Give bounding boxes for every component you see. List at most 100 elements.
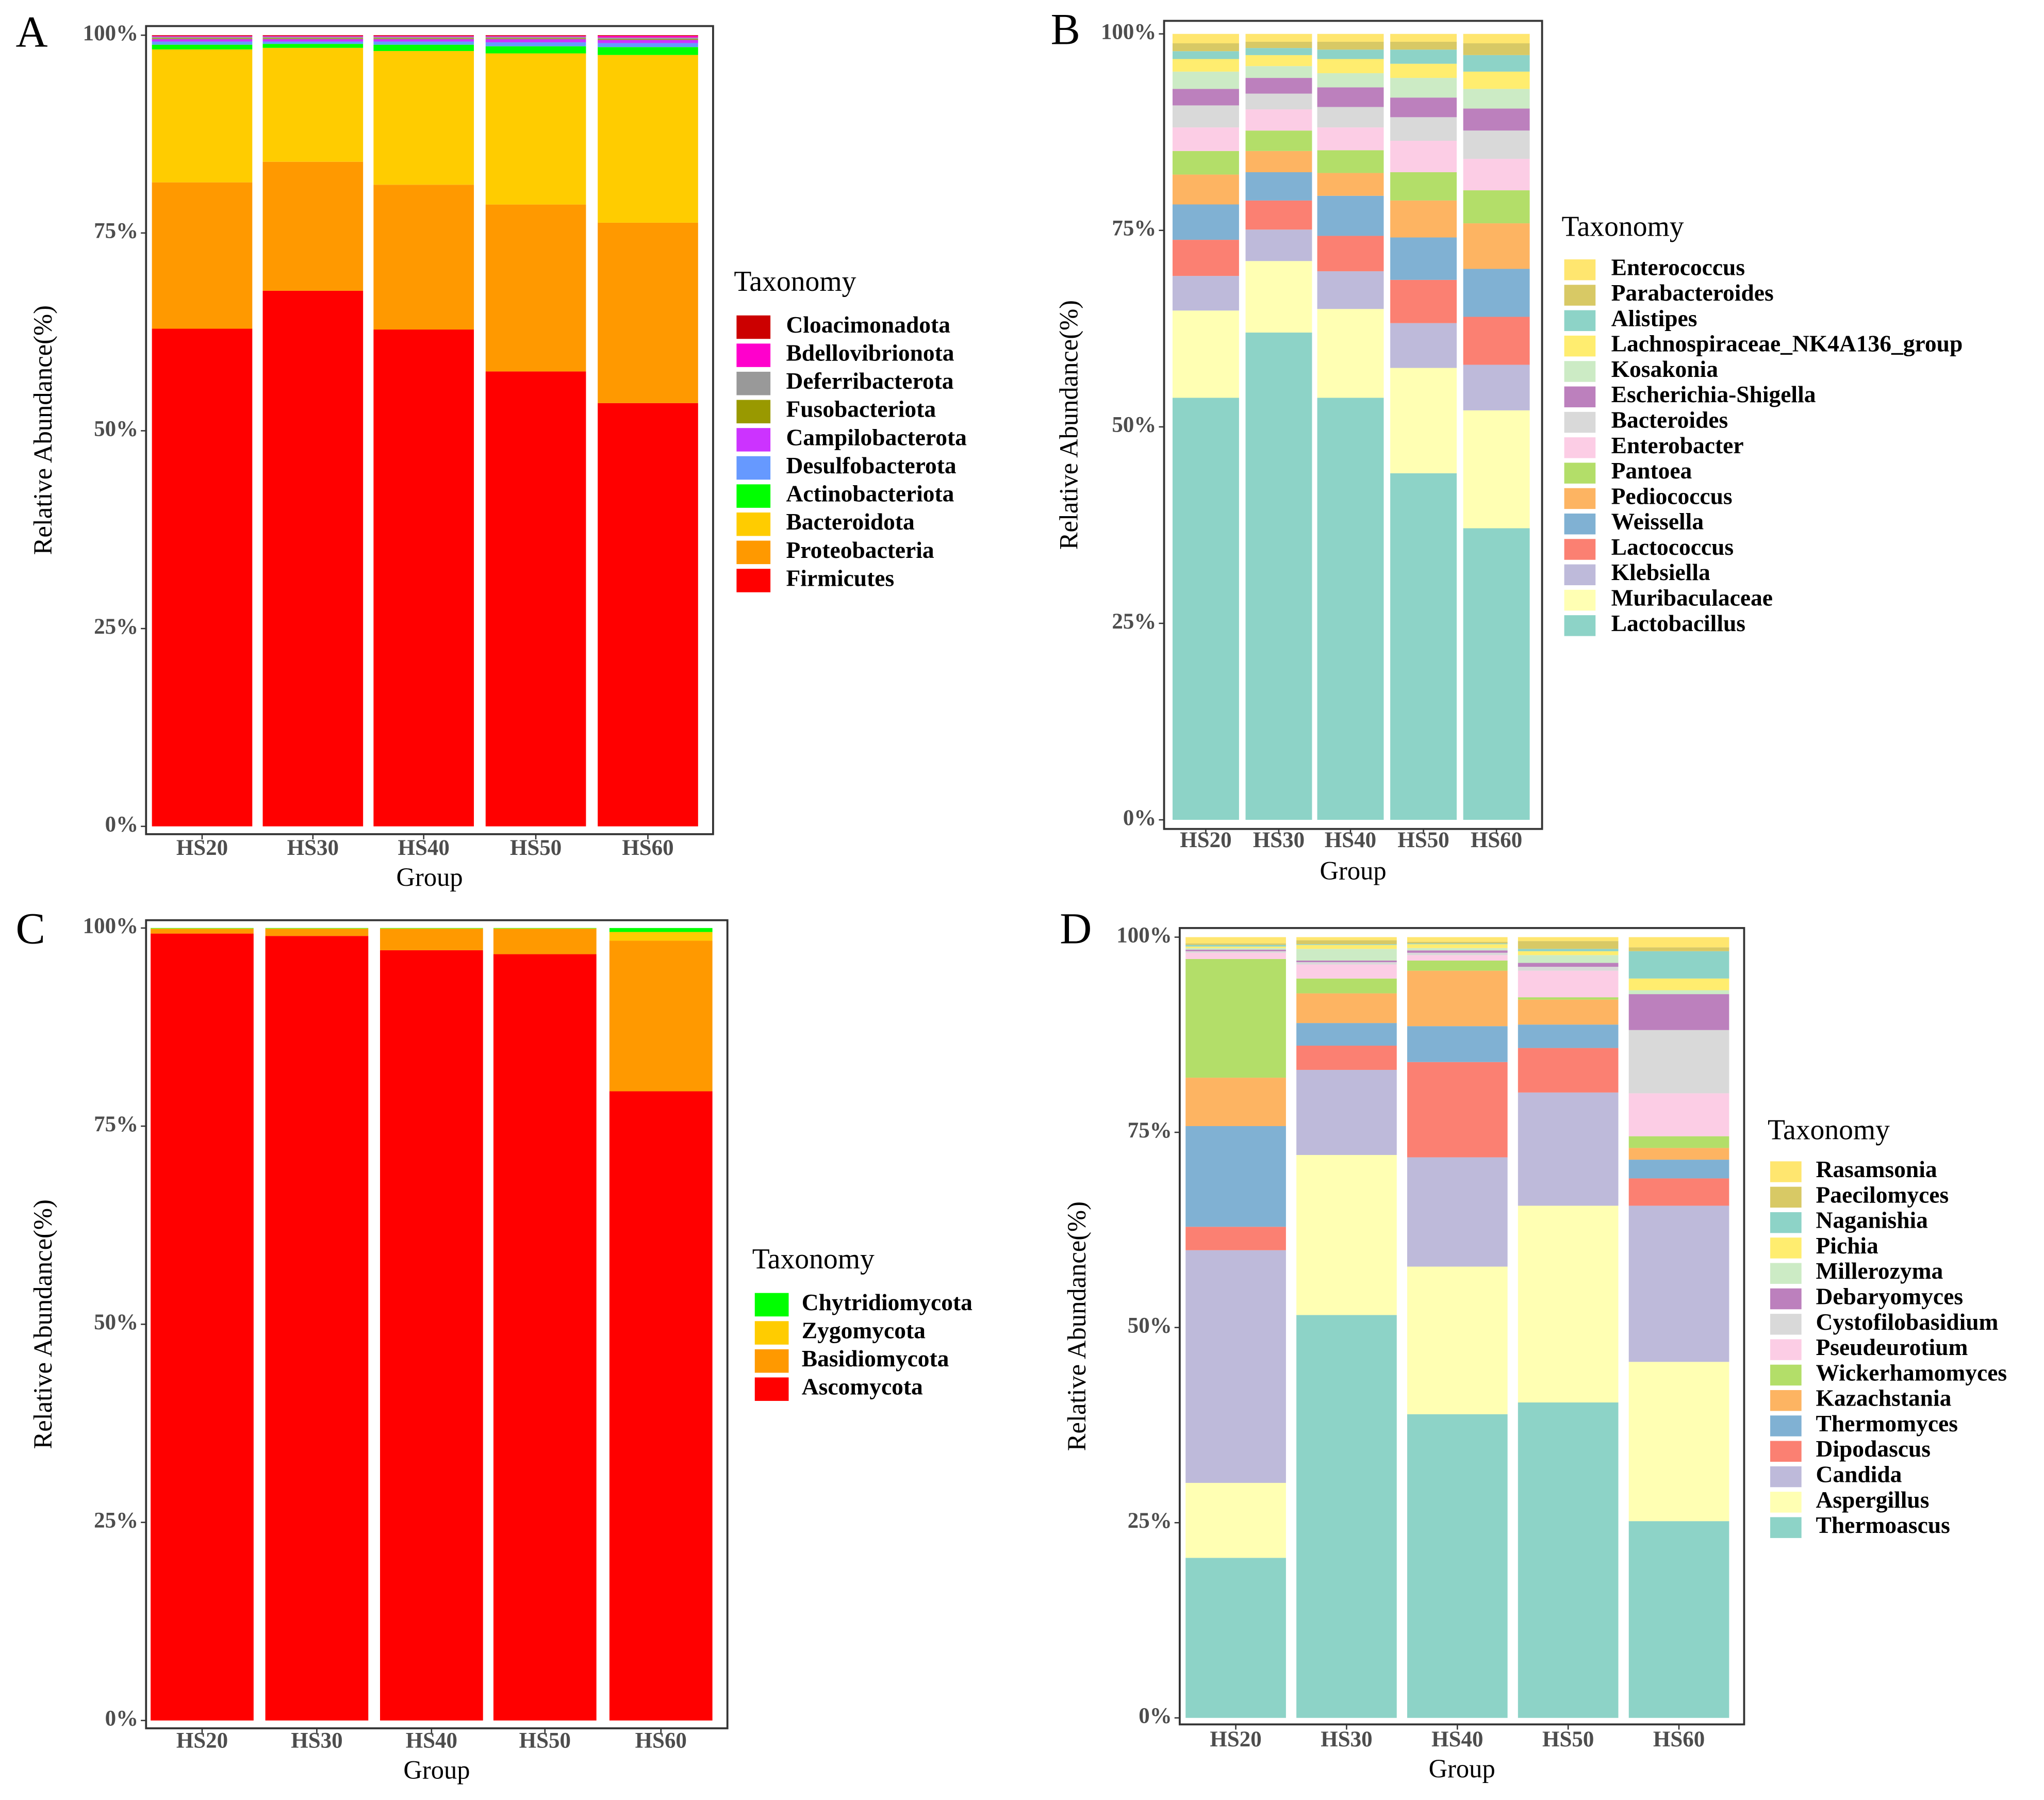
bar-segment [1407,970,1508,1027]
legend-swatch [1564,589,1596,611]
legend-swatch [1770,1415,1802,1436]
bar-segment [1463,410,1530,529]
legend-label: Firmicutes [786,565,894,591]
legend-label: Bdellovibrionota [786,340,954,366]
bar-segment [1185,948,1286,950]
legend-label: Kosakonia [1611,356,1719,382]
bar-segment [485,37,586,39]
bar-segment [1463,130,1530,159]
legend-label: Deferribacterota [786,368,953,394]
legend-swatch [1770,1161,1802,1182]
bar-segment [1172,89,1239,106]
bar-segment [1407,955,1508,961]
legend-label: Basidiomycota [802,1345,949,1372]
bar-segment [1463,528,1530,820]
legend-label: Aspergillus [1816,1487,1929,1513]
y-axis-title: Relative Abundance(%) [28,305,57,555]
bar-segment [1463,317,1530,365]
bar-segment [1296,945,1397,949]
bar-segment [1518,955,1619,963]
bar-segment [380,929,483,950]
bar-segment [598,47,698,55]
legend-swatch [1770,1466,1802,1488]
bar-segment [485,42,586,46]
x-axis-title: Group [403,1756,470,1785]
legend-label: Enterobacter [1611,432,1744,458]
legend-swatch [736,343,771,367]
bar-segment [1245,66,1312,78]
x-tick-label: HS30 [287,836,339,860]
bar-segment [485,35,586,36]
bar-segment [1172,59,1239,72]
bar-segment [1463,365,1530,410]
legend-swatch [736,428,771,452]
bar-segment [1518,963,1619,967]
legend-swatch [736,400,771,424]
bar-segment [1628,1030,1729,1094]
bar-segment [1245,229,1312,261]
x-tick-label: HS60 [1471,828,1522,852]
bar-segment [152,37,253,39]
bar-segment [1407,1414,1508,1718]
bar-segment [1245,34,1312,42]
y-tick-label: 0% [105,813,138,837]
x-tick-label: HS20 [176,836,228,860]
bar-segment [1407,950,1508,953]
bar-segment [1317,173,1384,196]
bar-segment [373,39,474,42]
legend-label: Lactococcus [1611,534,1734,560]
bar-segment [1245,200,1312,230]
bar-segment [1628,978,1729,990]
y-tick-label: 50% [94,417,138,441]
bar-segment [1390,237,1457,280]
legend-label: Thermoascus [1816,1512,1950,1538]
bar-segment [1185,937,1286,944]
bar-segment [1317,398,1384,820]
legend-label: Lactobacillus [1611,610,1745,636]
bar-segment [1628,1362,1729,1522]
legend-label: Pichia [1816,1232,1878,1259]
legend-swatch [1770,1364,1802,1386]
bar-segment [1407,1062,1508,1158]
bar-segment [1317,34,1384,42]
legend-swatch [1564,488,1596,509]
bar-segment [1628,990,1729,995]
panel-label: D [1060,904,1092,953]
bar-segment [493,929,597,954]
bar-segment [1185,1078,1286,1126]
x-tick-label: HS40 [398,836,450,860]
legend-swatch [1564,615,1596,636]
legend-swatch [1564,411,1596,433]
legend-swatch [1770,1288,1802,1310]
legend-label: Cystofilobasidium [1816,1309,1998,1335]
bar-segment [1185,1126,1286,1227]
legend-title: Taxonomy [1562,211,1684,243]
bar-segment [1407,1266,1508,1414]
panel-label: C [15,904,45,953]
x-tick-label: HS40 [406,1729,457,1753]
bar-segment [1390,141,1457,173]
bar-segment [262,41,364,44]
bar-segment [1317,87,1384,107]
bar-segment [1245,93,1312,110]
y-tick-label: 50% [1128,1314,1172,1338]
legend-label: Campilobacterota [786,424,967,450]
bar-segment [1317,127,1384,151]
bar-segment [1185,1558,1286,1718]
bar-segment [485,36,586,37]
y-tick-label: 50% [1112,413,1156,437]
bar-segment [609,932,713,941]
legend-label: Proteobacteria [786,537,934,563]
panel-label: A [15,7,47,56]
bar-segment [598,403,698,827]
y-tick-label: 75% [94,219,138,243]
bar-segment [1407,960,1508,971]
legend-label: Chytridiomycota [802,1289,972,1315]
bar-segment [1317,41,1384,50]
bar-segment [1296,940,1397,945]
x-tick-label: HS50 [1397,828,1449,852]
y-tick-label: 75% [1112,217,1156,241]
bar-segment [1390,63,1457,78]
bar-segment [1628,1178,1729,1206]
